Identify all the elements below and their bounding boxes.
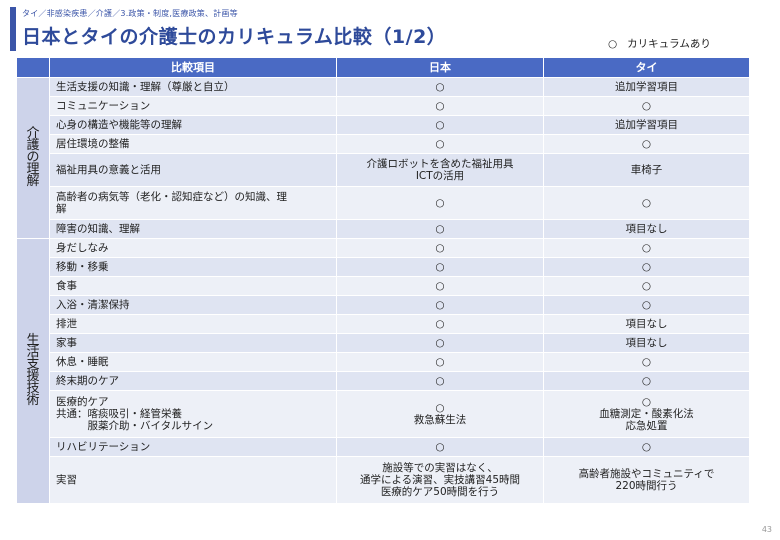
- thai-cell: 車椅子: [543, 153, 750, 187]
- table-row: 生活支援技術 身だしなみ ○ ○: [16, 238, 750, 504]
- japan-cell: ○: [336, 77, 544, 97]
- japan-cell: 施設等での実習はなく、 通学による演習、実技講習45時間 医療的ケア50時間を行う: [336, 456, 544, 504]
- table-row: 終末期のケア ○ ○: [17, 371, 750, 391]
- page-title: 日本とタイの介護士のカリキュラム比較（1/2）: [22, 26, 447, 48]
- thai-cell: ○: [543, 257, 750, 277]
- japan-cell: ○ 救急蘇生法: [336, 390, 544, 438]
- japan-cell: ○: [336, 115, 544, 135]
- japan-cell: ○: [336, 295, 544, 315]
- table-row: 居住環境の整備 ○ ○: [17, 134, 750, 154]
- item-cell: 移動・移乗: [49, 257, 337, 277]
- legend: ○ カリキュラムあり: [608, 36, 711, 51]
- thai-cell: ○: [543, 186, 750, 220]
- japan-cell: ○: [336, 437, 544, 457]
- table-row: 食事 ○ ○: [17, 276, 750, 296]
- item-cell: 高齢者の病気等（老化・認知症など）の知識、理解: [49, 186, 337, 220]
- item-cell: 入浴・清潔保持: [49, 295, 337, 315]
- item-cell: 居住環境の整備: [49, 134, 337, 154]
- japan-cell: ○: [336, 352, 544, 372]
- thai-cell: ○: [543, 295, 750, 315]
- table-row: 移動・移乗 ○ ○: [17, 257, 750, 277]
- legend-text: カリキュラムあり: [627, 38, 711, 50]
- japan-cell: ○: [336, 371, 544, 391]
- curriculum-comparison-table: 比較項目 日本 タイ 介護の理解 生活支援の知識・理解（尊厳と自立） ○ 追加学習項目…: [16, 57, 750, 504]
- table-row: 排泄 ○ 項目なし: [17, 314, 750, 334]
- table-row: 入浴・清潔保持 ○ ○: [17, 295, 750, 315]
- japan-cell: ○: [336, 238, 544, 258]
- table-header-row: 比較項目 日本 タイ: [16, 57, 750, 78]
- thai-cell: 項目なし: [543, 314, 750, 334]
- japan-cell: ○: [336, 134, 544, 154]
- item-cell: 生活支援の知識・理解（尊厳と自立）: [49, 77, 337, 97]
- thai-cell: ○: [543, 371, 750, 391]
- group-label-cell: 生活支援技術: [16, 238, 50, 504]
- japan-cell: ○: [336, 186, 544, 220]
- table-row: 実習 施設等での実習はなく、 通学による演習、実技講習45時間 医療的ケア50時間を行…: [17, 456, 750, 504]
- header-corner-cell: [16, 57, 50, 78]
- thai-cell: ○: [543, 134, 750, 154]
- thai-cell: ○: [543, 276, 750, 296]
- table-row: 福祉用具の意義と活用 介護ロボットを含めた福祉用具 ICTの活用 車椅子: [17, 153, 750, 187]
- item-cell: 休息・睡眠: [49, 352, 337, 372]
- title-accent-bar: [10, 7, 16, 51]
- thai-cell: 項目なし: [543, 333, 750, 353]
- thai-cell: 追加学習項目: [543, 115, 750, 135]
- table-row: 休息・睡眠 ○ ○: [17, 352, 750, 372]
- thai-cell: ○: [543, 352, 750, 372]
- item-cell: コミュニケーション: [49, 96, 337, 116]
- japan-cell: ○: [336, 219, 544, 239]
- item-cell: 食事: [49, 276, 337, 296]
- item-cell: 障害の知識、理解: [49, 219, 337, 239]
- item-cell: 医療的ケア 共通：喀痰吸引・経管栄養 服薬介助・バイタルサイン: [49, 390, 337, 438]
- japan-cell: ○: [336, 333, 544, 353]
- item-cell: 福祉用具の意義と活用: [49, 153, 337, 187]
- group-label-cell: 介護の理解: [16, 77, 50, 239]
- japan-cell: ○: [336, 257, 544, 277]
- table-row: 介護の理解 生活支援の知識・理解（尊厳と自立） ○ 追加学習項目: [16, 77, 750, 239]
- item-cell: リハビリテーション: [49, 437, 337, 457]
- table-row: 医療的ケア 共通：喀痰吸引・経管栄養 服薬介助・バイタルサイン ○ 救急蘇生法 ○ 血糖測…: [17, 390, 750, 438]
- japan-cell: 介護ロボットを含めた福祉用具 ICTの活用: [336, 153, 544, 187]
- item-cell: 実習: [49, 456, 337, 504]
- page-number: 43: [761, 525, 772, 534]
- thai-cell: ○: [543, 238, 750, 258]
- item-cell: 家事: [49, 333, 337, 353]
- item-cell: 終末期のケア: [49, 371, 337, 391]
- table-row: 高齢者の病気等（老化・認知症など）の知識、理解 ○ ○: [17, 186, 750, 220]
- thai-cell: 項目なし: [543, 219, 750, 239]
- table-row: 家事 ○ 項目なし: [17, 333, 750, 353]
- japan-cell: ○: [336, 314, 544, 334]
- thai-cell: ○: [543, 96, 750, 116]
- japan-cell: ○: [336, 276, 544, 296]
- item-cell: 排泄: [49, 314, 337, 334]
- thai-cell: ○ 血糖測定・酸素化法 応急処置: [543, 390, 750, 438]
- item-cell: 心身の構造や機能等の理解: [49, 115, 337, 135]
- group-label: 介護の理解: [26, 126, 40, 189]
- item-cell: 身だしなみ: [49, 238, 337, 258]
- header-item: 比較項目: [49, 57, 337, 78]
- legend-circle-mark: ○: [608, 38, 618, 50]
- thai-cell: 高齢者施設やコミュニティで 220時間行う: [543, 456, 750, 504]
- thai-cell: ○: [543, 437, 750, 457]
- header-thai: タイ: [543, 57, 750, 78]
- thai-cell: 追加学習項目: [543, 77, 750, 97]
- group-label: 生活支援技術: [26, 333, 40, 408]
- table-body: 介護の理解 生活支援の知識・理解（尊厳と自立） ○ 追加学習項目 コミュニケーション ○ ○…: [16, 77, 750, 504]
- table-row: リハビリテーション ○ ○: [17, 437, 750, 457]
- japan-cell: ○: [336, 96, 544, 116]
- header-japan: 日本: [336, 57, 544, 78]
- breadcrumb: タイ／非感染疾患／介護／3.政策・制度,医療政策、計画等: [22, 9, 238, 18]
- table-row: 障害の知識、理解 ○ 項目なし: [17, 219, 750, 239]
- table-row: 心身の構造や機能等の理解 ○ 追加学習項目: [17, 115, 750, 135]
- table-row: コミュニケーション ○ ○: [17, 96, 750, 116]
